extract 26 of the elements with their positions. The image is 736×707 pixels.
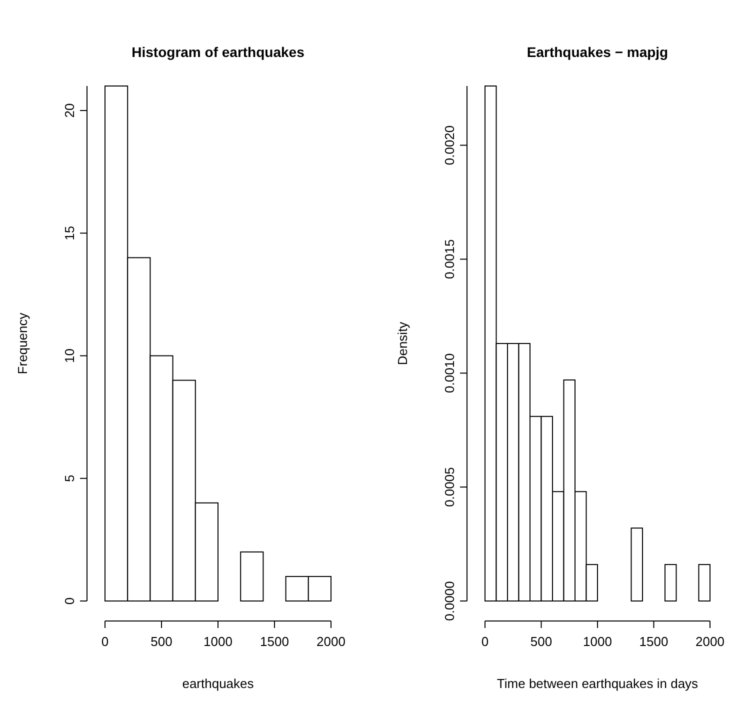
- y-tick-label: 10: [62, 348, 77, 363]
- y-tick-label: 0.0010: [442, 353, 457, 394]
- y-tick-label: 5: [62, 474, 77, 482]
- x-tick-label: 0: [481, 634, 489, 649]
- y-tick-label: 0: [62, 597, 77, 605]
- x-tick-label: 0: [101, 634, 109, 649]
- x-tick-label: 1500: [639, 634, 668, 649]
- x-tick-label: 1500: [260, 634, 289, 649]
- chart-title: Earthquakes − mapjg: [526, 44, 668, 60]
- y-tick-label: 0.0005: [442, 467, 457, 507]
- x-tick-label: 500: [530, 634, 552, 649]
- x-axis-title: earthquakes: [182, 676, 254, 691]
- chart-title: Histogram of earthquakes: [132, 44, 305, 60]
- y-tick-label: 0.0000: [442, 581, 457, 621]
- x-tick-label: 1000: [204, 634, 232, 649]
- x-tick-label: 2000: [316, 634, 346, 649]
- x-tick-label: 500: [150, 634, 172, 649]
- y-tick-label: 15: [62, 226, 77, 240]
- x-tick-label: 1000: [583, 634, 612, 649]
- x-tick-label: 2000: [696, 634, 724, 649]
- y-axis-title: Frequency: [15, 312, 30, 374]
- x-axis-title: Time between earthquakes in days: [496, 676, 699, 691]
- y-axis-title: Density: [395, 321, 410, 366]
- y-tick-label: 20: [62, 103, 77, 118]
- y-tick-label: 0.0015: [442, 239, 457, 280]
- y-tick-label: 0.0020: [442, 125, 457, 166]
